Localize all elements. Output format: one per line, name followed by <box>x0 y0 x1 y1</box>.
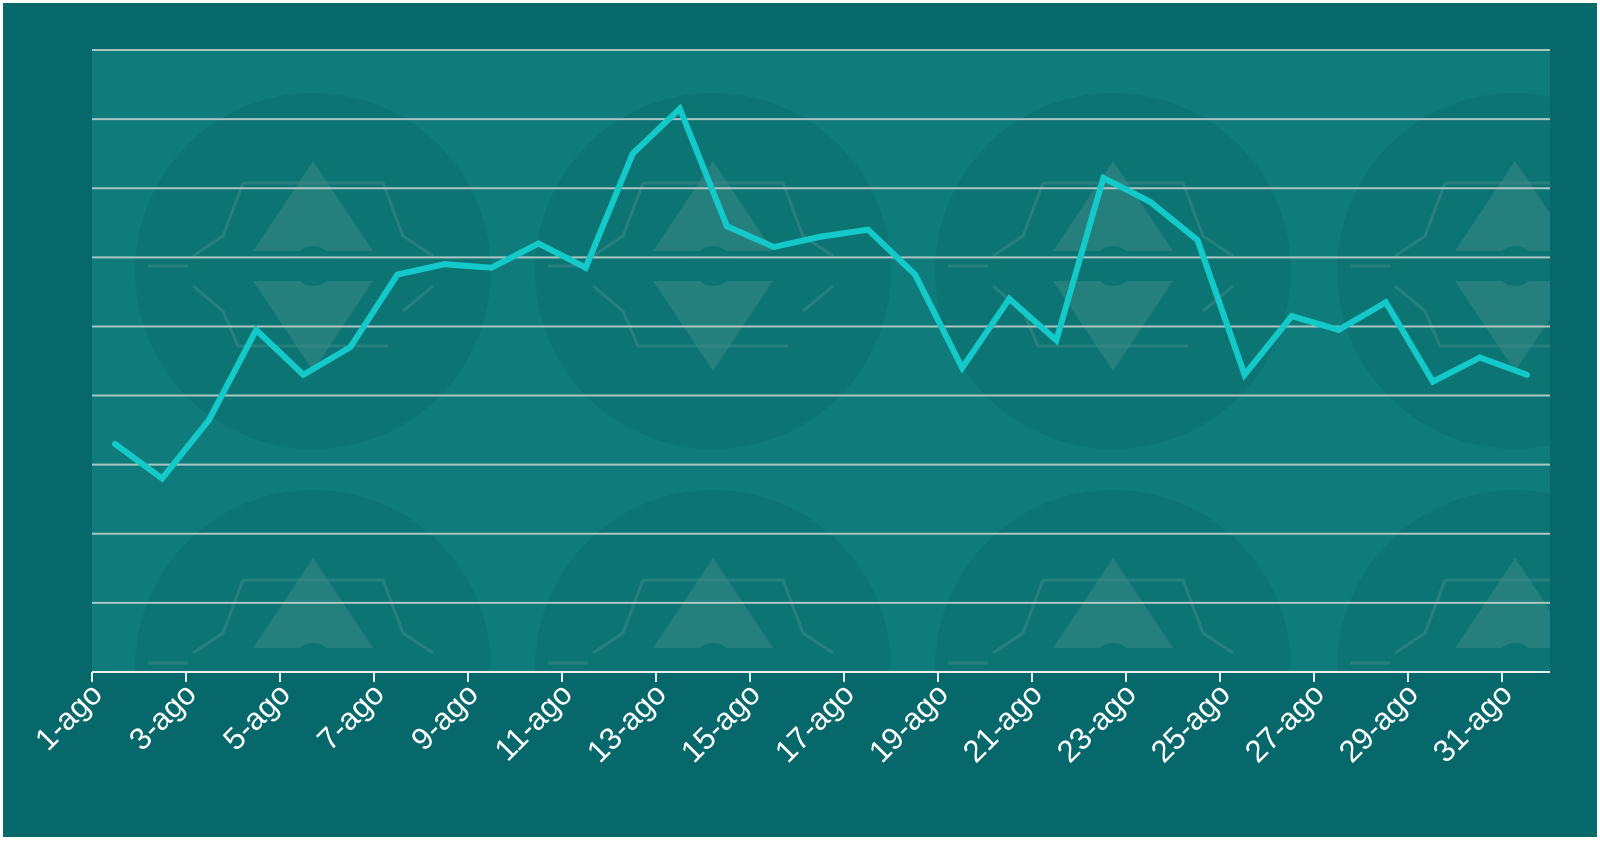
location-pin-network-icon <box>1337 93 1550 449</box>
x-tick-labels: 1-ago 3-ago 5-ago 7-ago 9-ago 11-ago 13-ago 15-… <box>28 676 1519 769</box>
x-tick-label: 15-ago <box>674 676 767 769</box>
data-point <box>394 271 401 278</box>
x-tick-label: 21-ago <box>956 676 1049 769</box>
x-tick-label: 9-ago <box>404 676 485 757</box>
data-point <box>1524 371 1530 378</box>
chart-frame: 1-ago 3-ago 5-ago 7-ago 9-ago 11-ago 13-ago 15-… <box>3 3 1597 837</box>
line-chart: 1-ago 3-ago 5-ago 7-ago 9-ago 11-ago 13-ago 15-… <box>28 49 1550 769</box>
data-point <box>253 326 260 333</box>
x-tick-label: 5-ago <box>216 676 297 757</box>
data-point <box>159 475 166 482</box>
data-point <box>1241 371 1248 378</box>
data-point <box>582 264 589 271</box>
data-point <box>1053 337 1060 344</box>
data-point <box>441 261 448 268</box>
data-point <box>488 264 495 271</box>
x-tick-label: 19-ago <box>862 676 955 769</box>
data-point <box>206 416 213 423</box>
data-point <box>300 371 307 378</box>
data-point <box>770 243 777 250</box>
x-tick-label: 23-ago <box>1050 676 1143 769</box>
data-point <box>1006 295 1013 302</box>
data-point <box>1194 237 1201 244</box>
x-tick-label: 25-ago <box>1144 676 1237 769</box>
x-tick-label: 1-ago <box>28 676 109 757</box>
data-point <box>723 223 730 230</box>
location-pin-network-icon <box>535 490 891 672</box>
data-point <box>818 233 824 240</box>
x-tick-label: 31-ago <box>1426 676 1519 769</box>
x-tick-label: 27-ago <box>1238 676 1331 769</box>
x-tick-label: 17-ago <box>768 676 861 769</box>
data-point <box>676 105 683 112</box>
location-pin-network-icon <box>135 490 491 672</box>
data-point <box>1335 326 1342 333</box>
x-tick-label: 29-ago <box>1332 676 1425 769</box>
x-axis <box>91 671 1550 682</box>
data-point <box>629 150 636 157</box>
data-point <box>347 344 354 351</box>
data-point <box>959 364 966 371</box>
data-point <box>912 271 919 278</box>
data-point <box>1100 174 1107 181</box>
series-layer <box>112 103 1530 483</box>
data-point <box>535 240 542 247</box>
x-tick-label: 13-ago <box>580 676 673 769</box>
data-point <box>1382 299 1389 306</box>
location-pin-network-icon <box>935 490 1291 672</box>
location-pin-network-icon <box>135 93 491 449</box>
data-point <box>1476 354 1483 361</box>
data-point <box>112 440 118 447</box>
data-point <box>1147 199 1154 206</box>
x-tick-label: 7-ago <box>310 676 391 757</box>
x-tick-label: 3-ago <box>122 676 203 757</box>
x-tick-label: 11-ago <box>488 676 579 767</box>
data-point <box>1429 378 1436 385</box>
data-point <box>1288 313 1295 320</box>
location-pin-network-icon <box>935 93 1291 449</box>
gridlines <box>92 49 1550 604</box>
data-point <box>865 226 872 233</box>
